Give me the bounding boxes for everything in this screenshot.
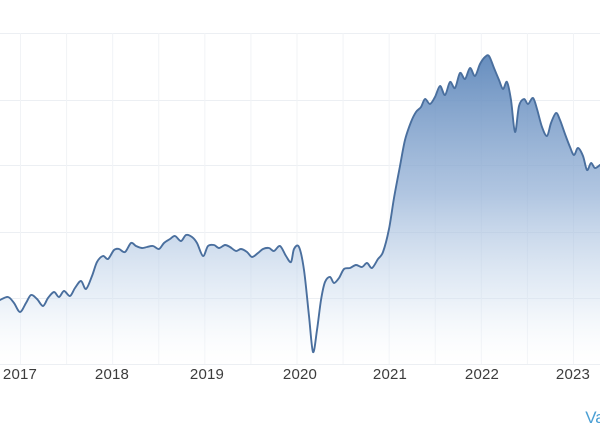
chart-footer: tics Valu	[0, 404, 600, 444]
x-tick-label-2019: 2019	[189, 366, 225, 383]
series-line-value	[0, 54, 600, 353]
chart-plot-area[interactable]	[0, 0, 600, 372]
x-tick-label-2017: 2017	[2, 366, 38, 383]
x-tick-label-2018: 2018	[94, 366, 130, 383]
value-series-link[interactable]: Valu	[585, 408, 600, 427]
x-tick-label-2020: 2020	[282, 366, 318, 383]
series-area-fill	[0, 55, 600, 365]
x-tick-label-2021: 2021	[372, 366, 408, 383]
x-tick-label-2023: 2023	[555, 366, 591, 383]
x-tick-label-2022: 2022	[464, 366, 500, 383]
area-chart-svg	[0, 33, 600, 365]
x-axis: 2017 2018 2019 2020 2021 2022 2023	[0, 366, 600, 394]
